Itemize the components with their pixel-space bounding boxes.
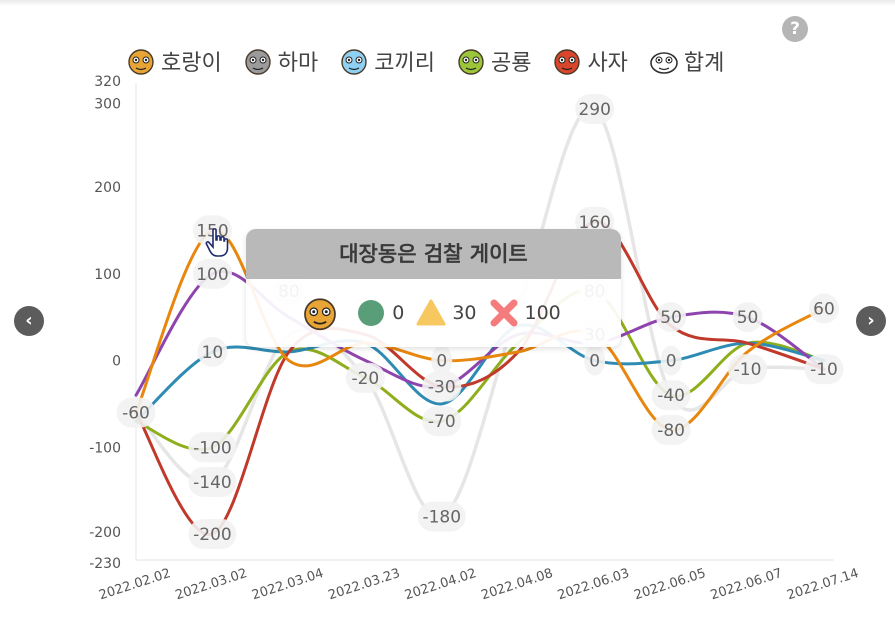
data-label-text: 0 xyxy=(589,352,600,372)
data-label-text: 290 xyxy=(578,100,610,120)
data-label-text: -40 xyxy=(657,386,685,406)
y-tick-label: -230 xyxy=(89,556,121,572)
data-label: 50 xyxy=(656,302,687,333)
data-label: 290 xyxy=(575,94,615,125)
hippo-icon xyxy=(245,49,271,75)
data-label-text: -10 xyxy=(810,360,838,380)
tooltip-value: 100 xyxy=(524,302,561,324)
elephant-icon xyxy=(341,49,367,75)
data-label-text: 100 xyxy=(196,265,228,285)
data-label-text: 50 xyxy=(737,308,759,328)
cross-marker-icon xyxy=(490,299,517,327)
legend-label: 호랑이 xyxy=(161,51,222,76)
tooltip-value: 0 xyxy=(392,302,405,324)
total-icon xyxy=(650,52,678,74)
x-tick-label: 2022.03.04 xyxy=(250,566,325,603)
tiger-icon xyxy=(304,298,337,331)
data-label-text: -180 xyxy=(422,508,461,528)
x-tick-label: 2022.03.02 xyxy=(174,566,249,603)
legend-label: 코끼리 xyxy=(374,51,435,76)
data-label: 10 xyxy=(197,336,228,367)
data-label: -80 xyxy=(651,414,691,445)
data-label: 100 xyxy=(192,258,232,289)
legend-label: 합계 xyxy=(683,51,725,76)
y-tick-label: 100 xyxy=(94,267,121,283)
x-tick-label: 2022.04.08 xyxy=(479,566,554,603)
y-tick-label: 200 xyxy=(94,180,121,196)
data-label-text: -140 xyxy=(193,473,232,493)
tooltip: 대장동은 검찰 게이트 0 30 100 xyxy=(246,229,621,347)
data-label: -60 xyxy=(116,397,156,428)
data-label-text: -70 xyxy=(428,412,456,432)
data-label-text: -100 xyxy=(193,438,232,458)
top-shadow xyxy=(0,0,895,6)
data-label-text: 60 xyxy=(813,299,835,319)
data-label: 0 xyxy=(584,345,606,376)
legend-label: 공룡 xyxy=(490,51,532,76)
circle-marker-icon xyxy=(358,300,385,326)
tooltip-item: 30 xyxy=(416,298,477,328)
tooltip-item: 100 xyxy=(489,298,561,328)
series-line xyxy=(134,323,826,423)
y-tick-label: 300 xyxy=(94,96,121,112)
next-button[interactable]: › xyxy=(856,306,886,336)
data-label-text: 160 xyxy=(578,213,610,233)
data-label: -200 xyxy=(188,518,237,549)
legend: 호랑이 하마 코끼리 공룡 사자 합계 xyxy=(125,42,744,80)
tooltip-value: 30 xyxy=(452,302,477,324)
y-tick-label: -100 xyxy=(89,440,121,456)
data-label-text: -10 xyxy=(734,360,762,380)
legend-label: 하마 xyxy=(277,51,319,76)
x-tick-label: 2022.06.05 xyxy=(632,566,707,603)
data-label: -20 xyxy=(345,362,385,393)
dinosaur-icon xyxy=(458,49,484,75)
data-label-text: 0 xyxy=(436,352,447,372)
data-label: 60 xyxy=(809,293,839,324)
y-tick-label: -200 xyxy=(89,525,121,541)
data-label: 0 xyxy=(660,345,682,376)
data-label-text: -200 xyxy=(193,525,232,545)
data-label: -70 xyxy=(422,406,462,437)
data-label-text: -20 xyxy=(351,369,379,389)
data-label: 50 xyxy=(732,302,763,333)
x-tick-label: 2022.03.23 xyxy=(327,566,402,603)
data-label: -30 xyxy=(422,371,462,402)
data-label: 0 xyxy=(431,345,453,376)
data-label-text: -60 xyxy=(122,404,150,424)
lion-icon xyxy=(554,49,581,75)
tooltip-item: 0 xyxy=(356,298,404,328)
legend-item[interactable]: 합계 xyxy=(648,45,724,77)
data-label: -40 xyxy=(651,380,691,411)
legend-item[interactable]: 호랑이 xyxy=(125,45,222,77)
tooltip-body: 0 30 100 xyxy=(246,279,621,347)
x-tick-label: 2022.06.03 xyxy=(556,566,631,603)
legend-item[interactable]: 코끼리 xyxy=(338,45,435,77)
x-tick-label: 2022.06.07 xyxy=(709,566,784,603)
previous-button[interactable]: ‹ xyxy=(14,306,44,336)
data-label: -10 xyxy=(728,354,768,385)
data-label-text: 10 xyxy=(202,343,224,363)
data-label-text: -80 xyxy=(657,421,685,441)
tooltip-title: 대장동은 검찰 게이트 xyxy=(246,229,621,279)
data-label: -180 xyxy=(417,501,466,532)
legend-item[interactable]: 사자 xyxy=(551,45,628,77)
tiger-icon xyxy=(128,49,154,75)
data-label: -100 xyxy=(188,432,237,463)
data-label-text: -30 xyxy=(428,378,456,398)
y-tick-label: 320 xyxy=(94,74,121,90)
legend-item[interactable]: 공룡 xyxy=(455,45,531,77)
help-button[interactable]: ? xyxy=(782,16,808,42)
y-tick-label: 0 xyxy=(112,354,121,370)
x-tick-label: 2022.07.14 xyxy=(785,566,860,603)
triangle-marker-icon xyxy=(416,299,446,326)
legend-label: 사자 xyxy=(587,51,628,76)
x-tick-label: 2022.04.02 xyxy=(403,566,478,603)
data-label-text: 0 xyxy=(666,352,677,372)
hand-cursor-icon xyxy=(205,228,229,257)
data-label: -140 xyxy=(188,466,237,497)
data-label: -10 xyxy=(804,354,844,385)
data-label-text: 50 xyxy=(660,308,682,328)
legend-item[interactable]: 하마 xyxy=(242,45,318,77)
